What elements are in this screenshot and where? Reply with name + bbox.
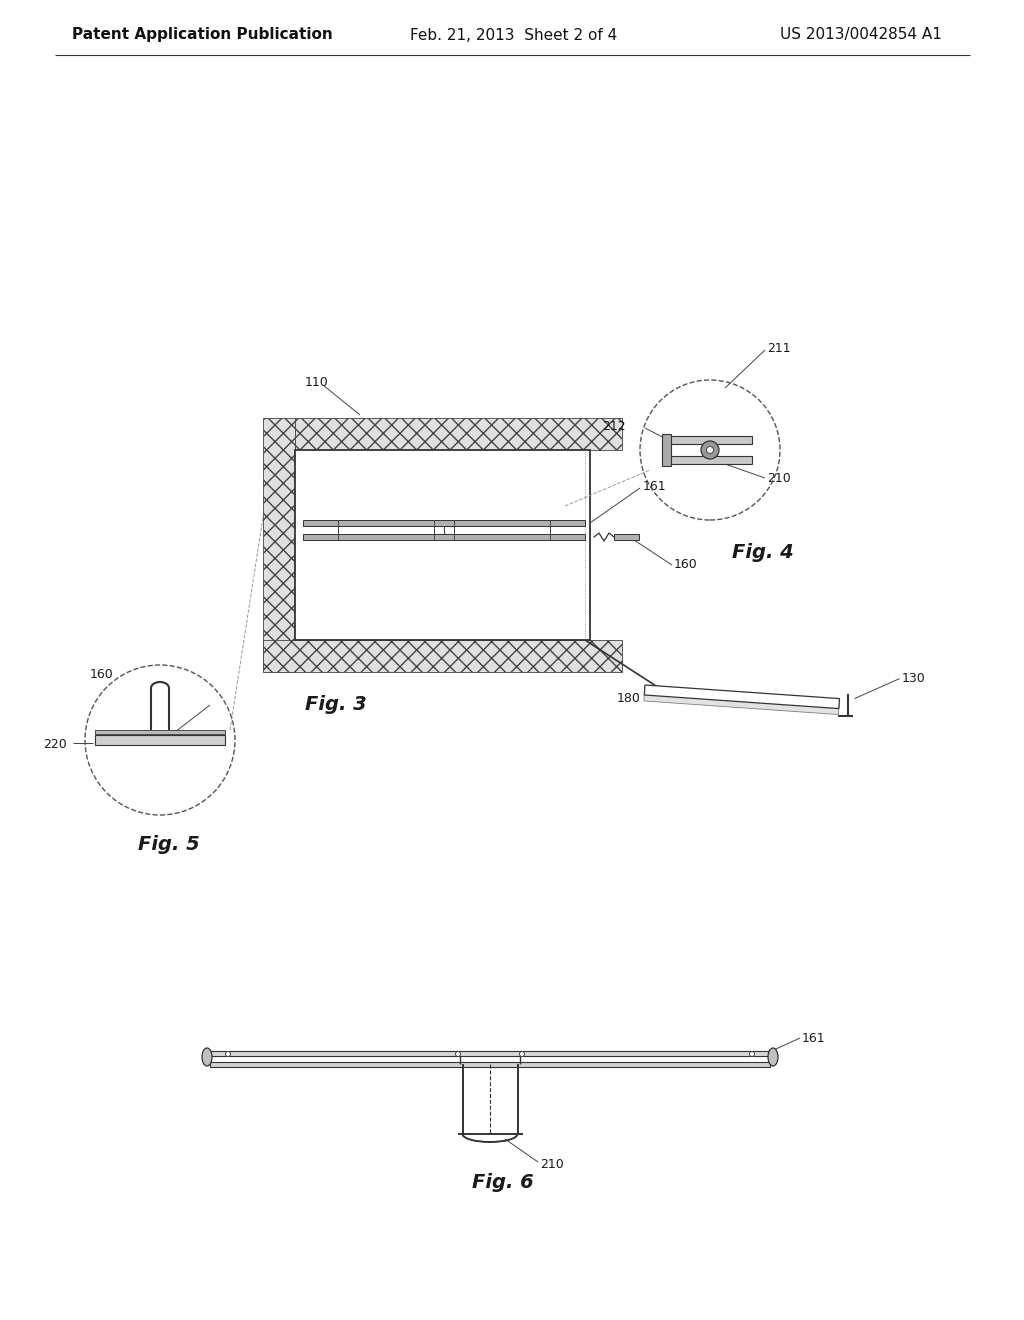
Bar [210,1063,770,1067]
Polygon shape [644,690,839,714]
Text: Fig. 6: Fig. 6 [472,1172,534,1192]
Bar [263,418,295,672]
Circle shape [519,1052,524,1056]
Bar [668,436,752,444]
Bar [210,1051,770,1056]
Bar [303,520,585,525]
Bar [614,535,639,540]
Text: 180: 180 [617,692,641,705]
Text: Fig. 3: Fig. 3 [305,696,367,714]
Text: 160: 160 [674,558,697,572]
Bar [295,450,590,640]
Ellipse shape [768,1048,778,1067]
Text: 210: 210 [767,471,791,484]
Text: 212: 212 [602,420,626,433]
Text: Fig. 5: Fig. 5 [138,836,200,854]
Text: 220: 220 [43,738,67,751]
Circle shape [225,1052,230,1056]
Bar [668,455,752,465]
Bar [95,735,225,744]
Text: 211: 211 [767,342,791,355]
Circle shape [707,446,714,454]
Text: 210: 210 [540,1158,564,1171]
Text: 161: 161 [643,479,667,492]
Text: Patent Application Publication: Patent Application Publication [72,28,333,42]
Bar [95,730,225,734]
Text: Feb. 21, 2013  Sheet 2 of 4: Feb. 21, 2013 Sheet 2 of 4 [410,28,617,42]
Text: 110: 110 [305,376,329,389]
Text: 130: 130 [901,672,926,685]
Circle shape [456,1052,461,1056]
Text: US 2013/0042854 A1: US 2013/0042854 A1 [780,28,942,42]
Polygon shape [644,685,840,709]
Text: Fig. 4: Fig. 4 [732,543,794,561]
Ellipse shape [202,1048,212,1067]
Bar [295,418,622,450]
Text: 161: 161 [802,1031,825,1044]
Text: 160: 160 [90,668,114,681]
Circle shape [701,441,719,459]
Circle shape [750,1052,755,1056]
Bar [662,434,671,466]
Bar [263,640,622,672]
Bar [303,535,585,540]
